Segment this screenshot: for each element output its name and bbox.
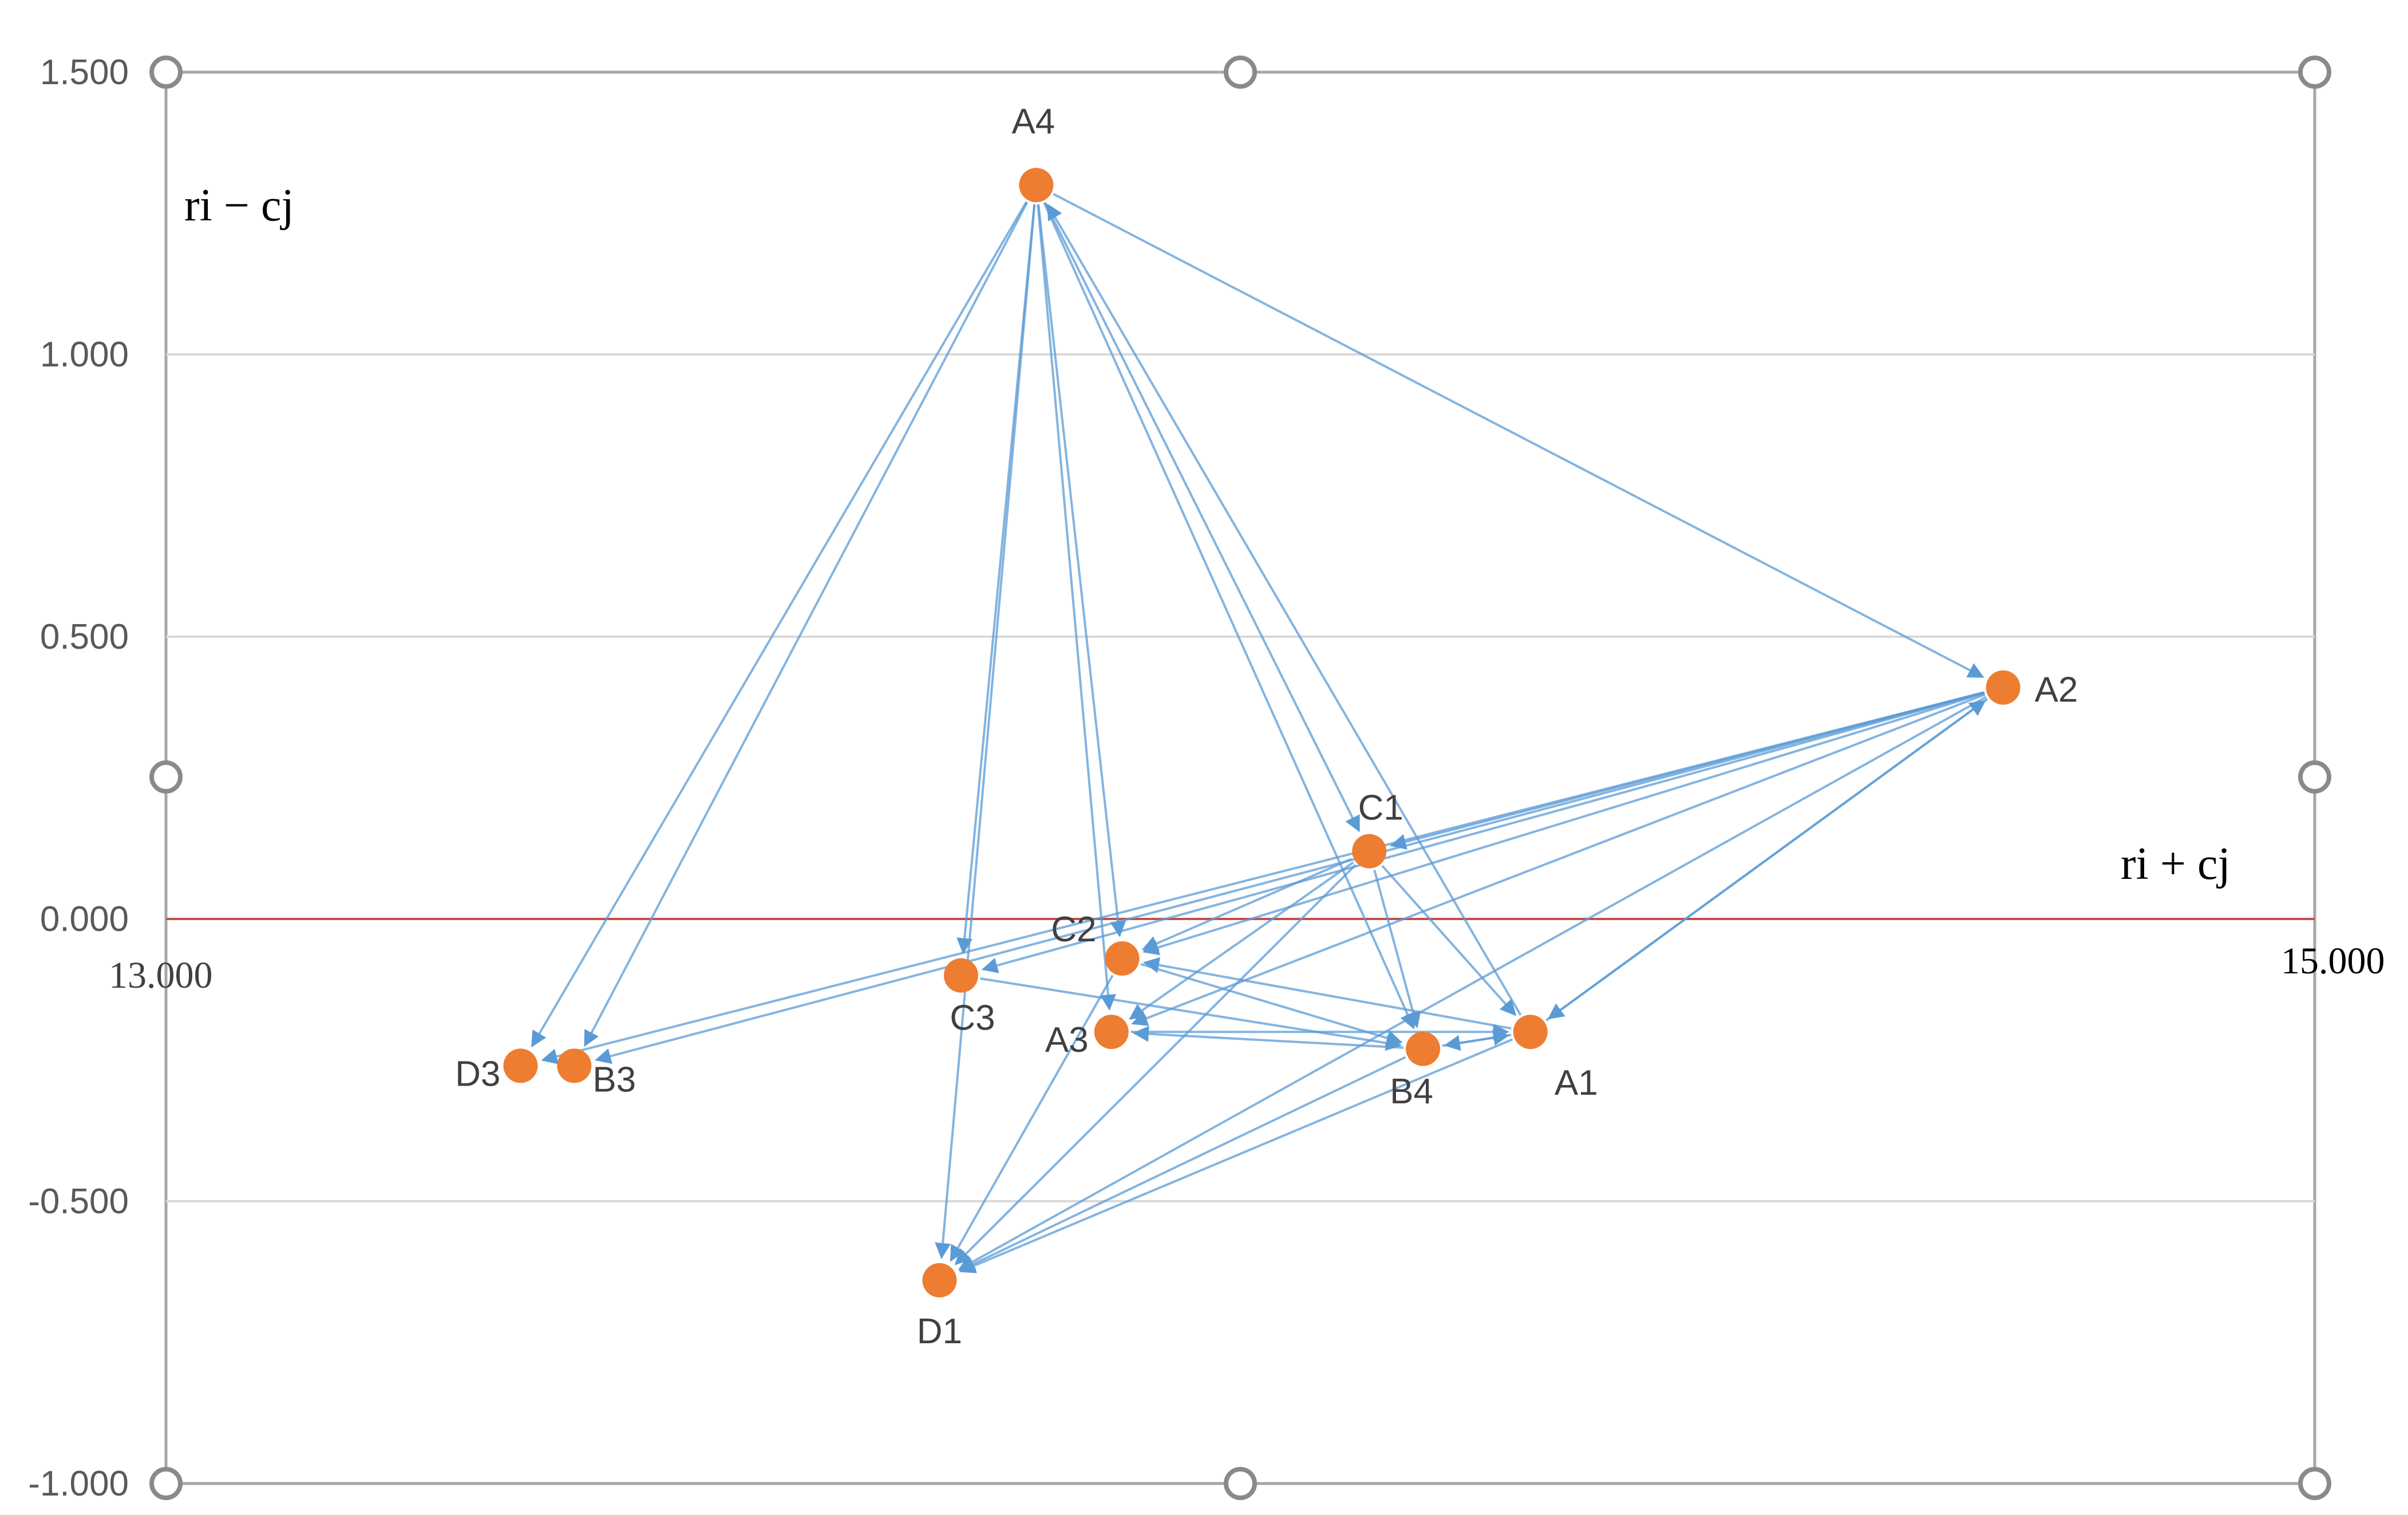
x-axis-title: ri + cj [2121, 839, 2231, 889]
data-point-c1 [1352, 834, 1387, 869]
gridlines [166, 353, 2315, 1202]
influence-arrow [541, 691, 1985, 1064]
influence-arrows [531, 193, 1988, 1273]
influence-arrow [584, 202, 1029, 1047]
influence-arrow [1053, 193, 1984, 678]
influence-arrow [595, 691, 1985, 1064]
influence-arrow [1037, 204, 1116, 1011]
y-tick-label: 0.000 [40, 899, 129, 939]
influence-arrow [981, 691, 1985, 973]
influence-arrow [1140, 962, 1403, 1046]
point-label-c3: C3 [950, 999, 995, 1038]
data-point-c3 [943, 958, 978, 993]
point-label-b4: B4 [1390, 1072, 1433, 1111]
data-point-d1 [922, 1263, 957, 1298]
resize-handle-top-left[interactable] [149, 56, 183, 89]
influence-arrow [959, 1038, 1513, 1273]
y-tick-label: 1.000 [40, 335, 129, 374]
point-label-a1: A1 [1555, 1063, 1598, 1103]
data-points [503, 168, 2020, 1298]
influence-arrow [980, 977, 1402, 1051]
data-point-a4 [1019, 168, 1054, 203]
point-label-a2: A2 [2035, 670, 2078, 710]
influence-arrow [1381, 865, 1517, 1016]
data-point-c2 [1105, 941, 1140, 976]
influence-arrow [1545, 700, 1986, 1021]
y-tick-label: -0.500 [28, 1182, 129, 1221]
influence-arrow [935, 204, 1036, 1259]
resize-handle-middle-left[interactable] [149, 760, 183, 794]
point-label-d3: D3 [455, 1054, 500, 1094]
influence-arrow [1373, 869, 1421, 1028]
data-point-a2 [1986, 670, 2020, 705]
influence-arrow [1142, 692, 1985, 956]
resize-handle-bottom-left[interactable] [149, 1467, 183, 1500]
y-axis-ticks: 1.500 1.000 0.500 0.000 -0.500 -1.000 [28, 53, 129, 1504]
influence-arrow [1043, 202, 1415, 1029]
plot-frame [164, 70, 2316, 1485]
y-axis-title: ri − cj [184, 180, 294, 231]
data-point-b3 [557, 1048, 592, 1083]
y-tick-label: -1.000 [28, 1464, 129, 1504]
resize-handle-bottom-middle[interactable] [1224, 1467, 1257, 1500]
resize-handle-top-middle[interactable] [1224, 56, 1257, 89]
data-point-a3 [1094, 1015, 1129, 1050]
point-labels: A4 A2 C1 C2 C3 A3 B4 A1 D3 B3 D1 [455, 102, 2078, 1351]
selection-handles[interactable] [149, 56, 2331, 1500]
point-label-c2: C2 [1051, 910, 1096, 949]
data-point-d3 [503, 1048, 538, 1083]
point-label-d1: D1 [917, 1312, 962, 1351]
influence-arrow [954, 864, 1357, 1265]
influence-arrow [950, 975, 1114, 1262]
influence-arrow [1131, 693, 1986, 1026]
resize-handle-middle-right[interactable] [2298, 760, 2331, 794]
x-tick-label-min: 13.000 [109, 954, 213, 996]
data-point-a1 [1513, 1015, 1548, 1050]
influence-arrow [1043, 202, 1361, 833]
influence-arrow [1129, 861, 1354, 1020]
influence-arrow [1143, 957, 1512, 1030]
y-tick-label: 0.500 [40, 617, 129, 657]
influence-arrow [531, 201, 1027, 1048]
influence-arrow [958, 696, 1987, 1271]
data-point-b4 [1406, 1031, 1441, 1066]
influence-arrow [1132, 1025, 1404, 1049]
point-label-a4: A4 [1011, 102, 1055, 141]
influence-arrow [1141, 858, 1352, 951]
influence-arrow [1046, 203, 1522, 1016]
y-tick-label: 1.500 [40, 53, 129, 92]
resize-handle-top-right[interactable] [2298, 56, 2331, 89]
influence-arrow [958, 1056, 1406, 1272]
point-label-c1: C1 [1358, 788, 1403, 828]
point-label-b3: B3 [592, 1060, 636, 1099]
x-tick-label-max: 15.000 [2281, 940, 2385, 982]
influence-arrow [1037, 204, 1126, 938]
point-label-a3: A3 [1045, 1020, 1089, 1060]
resize-handle-bottom-right[interactable] [2298, 1467, 2331, 1500]
